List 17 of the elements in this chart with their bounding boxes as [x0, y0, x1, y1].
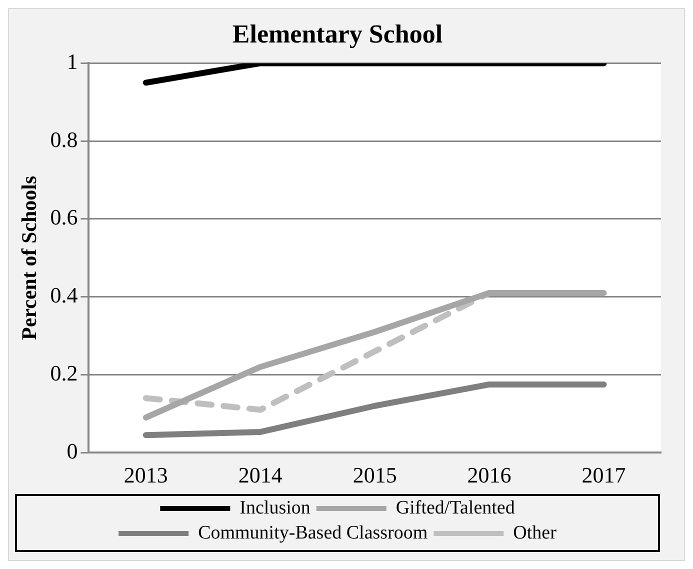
y-tick-label: 0.6	[50, 204, 78, 230]
y-tick-label: 1	[66, 48, 78, 74]
x-tick-label: 2016	[467, 462, 512, 488]
legend-label: Inclusion	[240, 497, 311, 518]
x-tick-label: 2013	[124, 462, 168, 488]
chart-title: Elementary School	[232, 19, 443, 48]
y-tick-label: 0.8	[50, 126, 78, 152]
y-tick-label: 0.2	[50, 360, 78, 386]
x-tick-label: 2017	[582, 462, 626, 488]
legend-label: Other	[513, 522, 558, 544]
x-tick-label: 2014	[238, 462, 282, 488]
y-axis-title: Percent of Schools	[17, 176, 42, 340]
x-tick-label: 2015	[352, 462, 397, 488]
legend-label: Community-Based Classroom	[198, 522, 428, 544]
legend-label: Gifted/Talented	[396, 497, 516, 518]
y-tick-label: 0	[66, 438, 78, 464]
y-tick-label: 0.4	[50, 282, 78, 308]
